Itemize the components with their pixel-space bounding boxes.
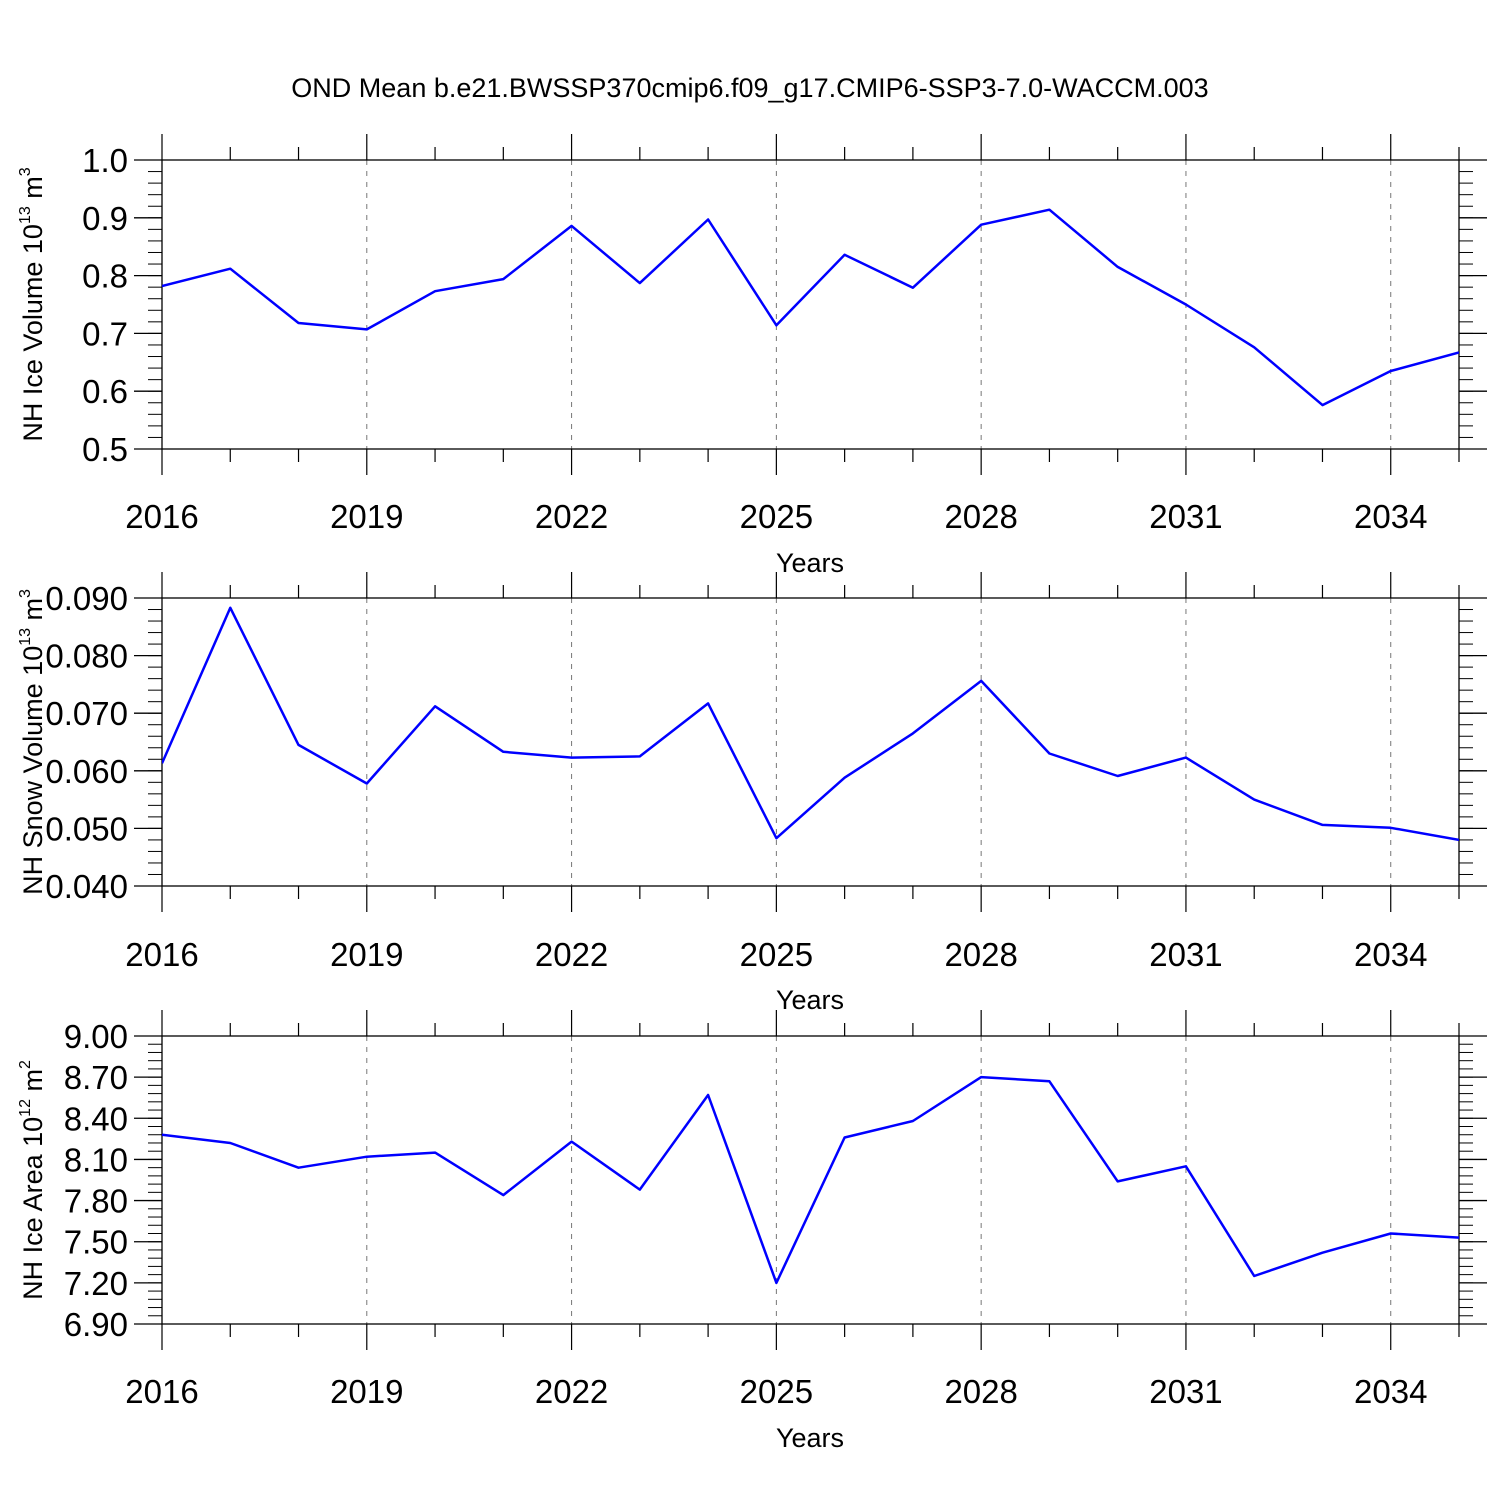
y-axis-label: NH Snow Volume 1013 m3: [17, 589, 48, 895]
y-axis-label: NH Ice Volume 1013 m3: [17, 167, 48, 441]
x-tick-label: 2028: [944, 1373, 1017, 1410]
x-axis-label: Years: [776, 1423, 844, 1453]
y-tick-label: 0.5: [82, 431, 128, 468]
x-tick-label: 2034: [1354, 498, 1427, 535]
x-tick-label: 2019: [330, 1373, 403, 1410]
panel-snow-volume: 0.040 0.050 0.060 0.070 0.080 0.090 2016 2019 20…: [17, 572, 1487, 1015]
series-line: [162, 1075, 1459, 1285]
y-tick-label: 0.8: [82, 258, 128, 295]
chart-title: OND Mean b.e21.BWSSP370cmip6.f09_g17.CMI…: [291, 73, 1208, 103]
x-axis-label: Years: [776, 548, 844, 578]
y-tick-label: 0.040: [45, 868, 128, 905]
x-tick-label: 2022: [535, 498, 608, 535]
y-tick-label: 0.080: [45, 638, 128, 675]
panel-ice-area: 6.90 7.20 7.50 7.80 8.10 8.40 8.70 9.00 2016 2019…: [17, 1010, 1487, 1453]
series-line: [162, 208, 1459, 407]
y-tick-label: 6.90: [64, 1306, 128, 1343]
x-tick-label: 2031: [1149, 498, 1222, 535]
y-tick-label: 8.40: [64, 1100, 128, 1137]
x-axis-label: Years: [776, 985, 844, 1015]
y-tick-label: 8.70: [64, 1059, 128, 1096]
y-tick-label: 0.060: [45, 753, 128, 790]
plot-frame: [161, 159, 1460, 450]
y-tick-label: 7.50: [64, 1224, 128, 1261]
y-tick-label: 0.9: [82, 200, 128, 237]
plot-frame: [161, 597, 1460, 887]
y-tick-label: 7.80: [64, 1183, 128, 1220]
x-tick-label: 2031: [1149, 1373, 1222, 1410]
y-tick-label: 0.090: [45, 580, 128, 617]
x-tick-label: 2016: [125, 1373, 198, 1410]
x-tick-label: 2016: [125, 936, 198, 973]
panel-ice-volume: 0.5 0.6 0.7 0.8 0.9 1.0 2016 2019 2022 2025 2028 20…: [17, 134, 1487, 578]
y-tick-label: 0.7: [82, 315, 128, 352]
x-tick-label: 2028: [944, 498, 1017, 535]
y-tick-label: 0.070: [45, 695, 128, 732]
y-tick-label: 1.0: [82, 142, 128, 179]
x-tick-label: 2019: [330, 936, 403, 973]
x-tick-label: 2034: [1354, 1373, 1427, 1410]
y-tick-label: 0.050: [45, 810, 128, 847]
x-tick-label: 2022: [535, 936, 608, 973]
series-line: [162, 606, 1459, 842]
y-tick-label: 8.10: [64, 1141, 128, 1178]
y-axis-label: NH Ice Area 1012 m2: [17, 1060, 48, 1300]
plot-frame: [161, 1035, 1460, 1325]
x-tick-label: 2019: [330, 498, 403, 535]
x-tick-label: 2016: [125, 498, 198, 535]
x-tick-label: 2025: [740, 498, 813, 535]
y-tick-label: 9.00: [64, 1018, 128, 1055]
x-tick-label: 2025: [740, 1373, 813, 1410]
x-tick-label: 2031: [1149, 936, 1222, 973]
y-tick-label: 0.6: [82, 373, 128, 410]
x-tick-label: 2028: [944, 936, 1017, 973]
y-tick-label: 7.20: [64, 1265, 128, 1302]
x-tick-label: 2025: [740, 936, 813, 973]
x-tick-label: 2022: [535, 1373, 608, 1410]
x-tick-label: 2034: [1354, 936, 1427, 973]
